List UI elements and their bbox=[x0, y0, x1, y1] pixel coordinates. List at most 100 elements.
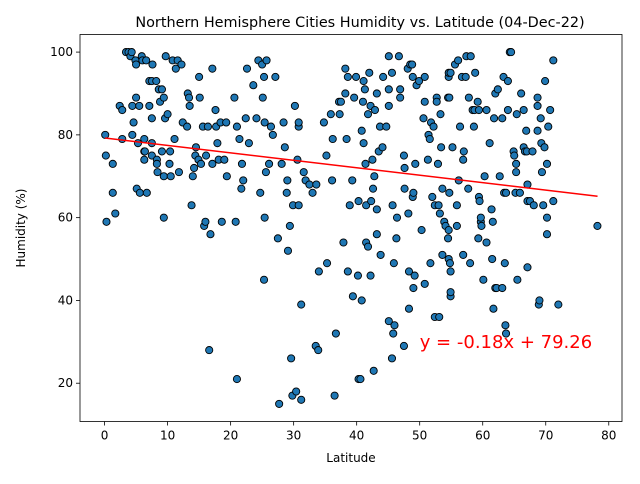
data-point bbox=[507, 48, 516, 57]
data-point bbox=[135, 188, 144, 197]
data-point bbox=[220, 155, 229, 164]
data-point bbox=[128, 130, 137, 139]
data-point bbox=[170, 134, 179, 144]
data-point bbox=[345, 201, 354, 210]
data-point bbox=[191, 143, 201, 152]
data-point bbox=[322, 259, 332, 268]
data-point bbox=[266, 122, 276, 131]
data-point bbox=[195, 72, 204, 81]
data-point bbox=[308, 188, 317, 197]
data-point bbox=[370, 172, 379, 181]
x-axis-label: Latitude bbox=[326, 451, 375, 465]
data-point bbox=[331, 329, 340, 338]
data-point bbox=[489, 304, 498, 313]
data-point bbox=[387, 68, 397, 77]
data-point bbox=[259, 275, 269, 284]
data-point bbox=[161, 52, 170, 61]
data-point bbox=[282, 188, 291, 197]
data-point bbox=[404, 304, 414, 313]
data-point bbox=[537, 168, 547, 177]
data-point bbox=[285, 221, 294, 230]
data-point bbox=[232, 122, 241, 131]
data-point bbox=[519, 105, 528, 115]
data-point bbox=[549, 197, 558, 206]
data-point bbox=[261, 168, 270, 177]
data-point bbox=[542, 213, 552, 222]
data-point bbox=[501, 188, 511, 197]
data-point bbox=[539, 201, 548, 210]
data-point bbox=[363, 110, 373, 119]
data-point bbox=[174, 168, 183, 177]
data-point bbox=[529, 201, 538, 210]
data-point bbox=[409, 188, 418, 197]
data-point bbox=[280, 143, 289, 152]
data-point bbox=[426, 259, 435, 268]
data-point bbox=[242, 64, 252, 73]
data-point bbox=[459, 147, 468, 156]
data-point bbox=[127, 48, 136, 57]
data-point bbox=[241, 114, 250, 123]
x-tick-label: 70 bbox=[538, 429, 553, 443]
data-point bbox=[370, 105, 380, 115]
data-point bbox=[515, 188, 524, 197]
data-point bbox=[183, 122, 192, 131]
data-point bbox=[260, 213, 269, 222]
data-point bbox=[195, 93, 204, 102]
data-point bbox=[128, 101, 137, 110]
data-point bbox=[159, 213, 168, 222]
data-point bbox=[299, 168, 308, 177]
data-point bbox=[512, 110, 521, 119]
data-point bbox=[171, 64, 180, 73]
data-point bbox=[445, 259, 455, 268]
data-point bbox=[252, 114, 261, 123]
data-point bbox=[378, 143, 387, 152]
data-point bbox=[145, 101, 154, 110]
y-axis: 20 40 60 80 100 bbox=[50, 45, 80, 390]
data-point bbox=[279, 118, 288, 127]
data-point bbox=[500, 259, 509, 268]
data-point bbox=[387, 354, 397, 363]
data-point bbox=[388, 201, 397, 210]
data-point bbox=[366, 271, 375, 280]
data-point bbox=[448, 143, 457, 152]
data-point bbox=[517, 89, 526, 98]
data-point bbox=[294, 201, 303, 210]
data-point bbox=[390, 321, 399, 330]
data-point bbox=[259, 72, 269, 81]
data-point bbox=[262, 56, 271, 65]
data-point bbox=[542, 230, 552, 239]
data-point bbox=[297, 395, 306, 404]
data-point bbox=[101, 151, 110, 160]
data-point bbox=[513, 275, 522, 284]
data-point bbox=[129, 118, 138, 127]
data-point bbox=[201, 151, 211, 160]
data-point bbox=[376, 250, 385, 259]
data-point bbox=[108, 188, 117, 197]
data-point bbox=[446, 267, 455, 276]
data-point bbox=[488, 217, 497, 226]
data-point bbox=[275, 399, 284, 408]
data-point bbox=[384, 52, 393, 61]
data-point bbox=[341, 89, 350, 98]
data-point bbox=[400, 163, 409, 173]
data-point bbox=[351, 72, 361, 81]
data-point bbox=[358, 97, 368, 106]
data-point bbox=[294, 118, 303, 127]
data-point bbox=[217, 217, 226, 226]
data-point bbox=[360, 85, 369, 94]
data-point bbox=[444, 234, 453, 243]
data-point bbox=[522, 126, 531, 135]
data-point bbox=[482, 238, 491, 247]
data-point bbox=[249, 81, 258, 90]
data-point bbox=[384, 85, 393, 94]
data-point bbox=[230, 93, 239, 102]
data-point bbox=[498, 114, 507, 123]
data-point bbox=[292, 387, 301, 396]
data-point bbox=[190, 163, 199, 173]
data-point bbox=[408, 72, 417, 81]
data-point bbox=[542, 159, 552, 168]
data-point bbox=[477, 221, 486, 230]
data-point bbox=[487, 205, 496, 214]
data-point bbox=[343, 72, 352, 81]
data-point bbox=[437, 143, 446, 152]
